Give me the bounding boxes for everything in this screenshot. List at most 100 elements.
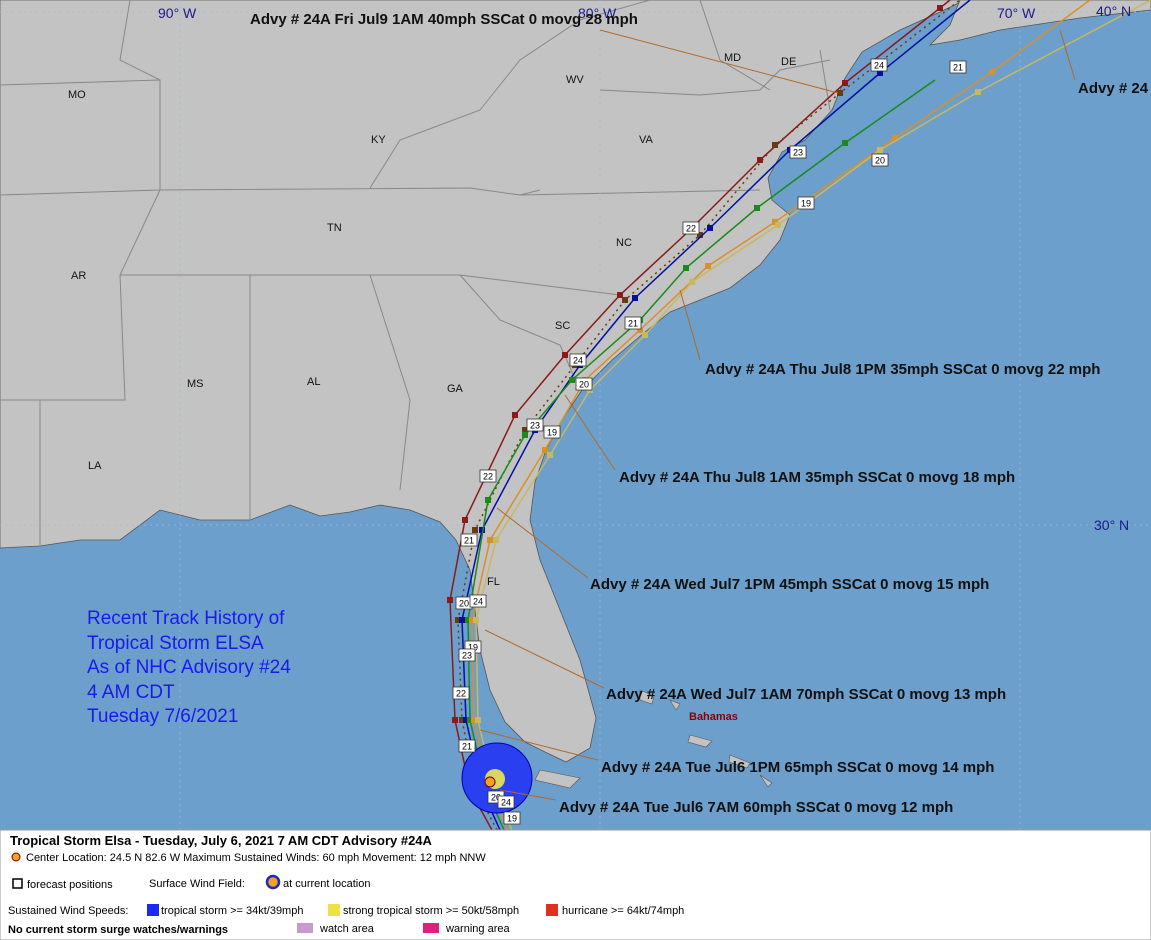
history-note: Recent Track History of Tropical Storm E… (87, 608, 291, 727)
track-point (989, 69, 995, 75)
track-point (683, 265, 689, 271)
track-point (877, 147, 883, 153)
track-label: 19 (507, 813, 517, 823)
note-line: Tropical Storm ELSA (87, 633, 264, 654)
track-point (937, 5, 943, 11)
track-point (754, 205, 760, 211)
note-line: Tuesday 7/6/2021 (87, 706, 238, 727)
track-point (877, 70, 883, 76)
track-point (463, 717, 469, 723)
track-label: 24 (501, 797, 511, 807)
track-point (512, 412, 518, 418)
track-label-box (789, 145, 807, 159)
track-point (642, 332, 648, 338)
panel-current: at current location (283, 878, 370, 890)
track-point (775, 222, 781, 228)
state-label: DE (781, 56, 796, 68)
lon-label: 80° W (578, 5, 617, 21)
track-point (892, 135, 898, 141)
track-label: 22 (483, 471, 493, 481)
panel-windfield: Surface Wind Field: (149, 878, 245, 890)
state-label: LA (88, 460, 102, 472)
lat-label: 30° N (1094, 517, 1129, 533)
track-label: 19 (547, 427, 557, 437)
track-point (475, 717, 481, 723)
advisory-label: Advy # 24A Tue Jul6 7AM 60mph SSCat 0 mo… (559, 799, 953, 816)
place-label: Bahamas (689, 711, 738, 723)
track-point (757, 157, 763, 163)
graticule (0, 0, 1151, 830)
advisory-label: Advy # 24A Wed Jul7 1PM 45mph SSCat 0 mo… (590, 576, 989, 593)
panel-sustained: Sustained Wind Speeds: (8, 905, 128, 917)
track-point (469, 617, 475, 623)
track-label: 23 (530, 420, 540, 430)
advisory-label: Advy # 24A Fri Jul9 1AM 40mph SSCat 0 mo… (250, 11, 638, 28)
state-label: MS (187, 378, 204, 390)
state-label: VA (639, 134, 654, 146)
track-point (562, 352, 568, 358)
track-point (637, 327, 643, 333)
note-line: 4 AM CDT (87, 682, 175, 703)
track-label: 23 (462, 650, 472, 660)
leader-lines (479, 29, 1076, 801)
hu-swatch (546, 904, 558, 916)
track-point (459, 717, 465, 723)
track-point (485, 497, 491, 503)
track-label: 19 (801, 198, 811, 208)
advisory-labels: Advy # 24A Fri Jul9 1AM 40mph SSCat 0 mo… (250, 11, 1149, 816)
track-point (471, 717, 477, 723)
track-point (522, 427, 528, 433)
track-point (617, 292, 623, 298)
note-line: As of NHC Advisory #24 (87, 657, 291, 678)
track-point (772, 142, 778, 148)
track-point (689, 279, 695, 285)
lon-label: 90° W (158, 5, 197, 21)
track-label: 22 (456, 688, 466, 698)
track-label-box (949, 60, 967, 74)
track-label-box (575, 377, 593, 391)
center-icon (11, 852, 21, 862)
state-label: AR (71, 270, 86, 282)
sts-swatch (328, 904, 340, 916)
state-labels: MO KY WV VA MD DE TN NC AR SC MS AL GA L… (68, 52, 796, 723)
track-point (487, 537, 493, 543)
state-label: MO (68, 89, 86, 101)
state-label: TN (327, 222, 342, 234)
lat-lon-labels: 90° W 80° W 70° W 40° N 30° N (158, 3, 1131, 533)
advisory-label: Advy # 24A Thu Jul8 1PM 35mph SSCat 0 mo… (705, 361, 1100, 378)
track-label-box (871, 153, 889, 167)
track-point (542, 447, 548, 453)
track-point (472, 527, 478, 533)
forecast-icon (12, 878, 23, 889)
state-label: WV (566, 74, 584, 86)
info-panel: Tropical Storm Elsa - Tuesday, July 6, 2… (0, 829, 1151, 940)
track-point (465, 617, 471, 623)
track-label-box (479, 469, 497, 483)
track-point (522, 432, 528, 438)
warning-swatch (423, 923, 439, 933)
track-label: 22 (686, 223, 696, 233)
state-label: MD (724, 52, 741, 64)
track-label-box (452, 686, 470, 700)
track-point (547, 452, 553, 458)
track-label: 24 (473, 596, 483, 606)
track-label: 20 (579, 379, 589, 389)
track-point (473, 617, 479, 623)
advisory-label: Advy # 24A Wed Jul7 1AM 70mph SSCat 0 mo… (606, 686, 1006, 703)
land (928, 0, 1151, 46)
track-label-box (870, 58, 888, 72)
track-label: 24 (573, 355, 583, 365)
state-borders (0, 0, 831, 545)
track-label-box (458, 739, 476, 753)
track-label-box (497, 795, 515, 809)
advisory-label: Advy # 24A Tue Jul6 1PM 65mph SSCat 0 mo… (601, 759, 994, 776)
track-point (459, 617, 465, 623)
note-line: Recent Track History of (87, 608, 285, 629)
track-point (447, 597, 453, 603)
track-point (842, 140, 848, 146)
state-label: AL (307, 376, 320, 388)
track-line (467, 79, 936, 831)
panel-hu: hurricane >= 64kt/74mph (562, 905, 684, 917)
